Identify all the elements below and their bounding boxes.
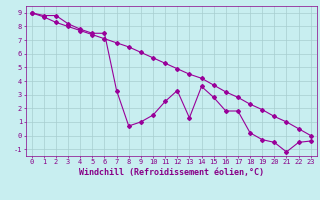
X-axis label: Windchill (Refroidissement éolien,°C): Windchill (Refroidissement éolien,°C)	[79, 168, 264, 177]
